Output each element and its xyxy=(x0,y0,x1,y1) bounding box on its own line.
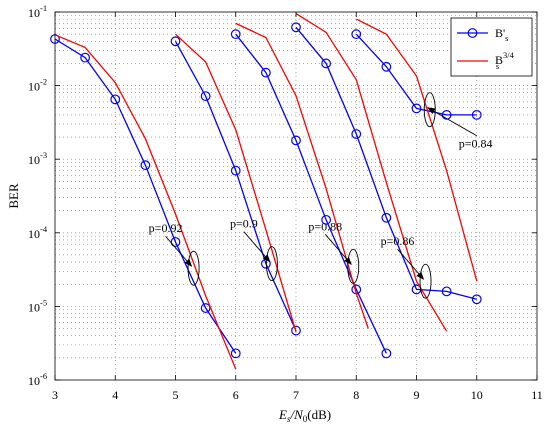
grid xyxy=(55,12,537,380)
data-point-marker xyxy=(140,160,151,171)
annotation-arrow xyxy=(324,234,352,266)
series-line-red xyxy=(356,18,478,282)
data-point-marker xyxy=(291,22,301,33)
y-tick-label: 10-6 xyxy=(28,371,47,388)
annotation-ellipse xyxy=(419,263,432,299)
x-tick-label: 5 xyxy=(173,388,179,402)
data-point-marker xyxy=(411,103,422,114)
annotation-label: p=0.84 xyxy=(459,137,493,151)
y-axis-label: BER xyxy=(6,183,21,209)
x-tick-label: 7 xyxy=(293,388,299,402)
annotation-arrow xyxy=(426,107,477,137)
data-point-marker xyxy=(441,109,452,120)
data-point-marker xyxy=(381,61,392,72)
annotation-arrow xyxy=(243,231,271,263)
data-point-marker xyxy=(291,325,301,336)
annotation-label: p=0.88 xyxy=(308,219,342,233)
axis-ticks: 3 4 5 6 7 8 9 10 11 10-1 10-2 10-3 10-4 10-5 10-6 xyxy=(28,3,543,402)
series-line-blue xyxy=(54,38,237,354)
x-axis-label: Es/N0(dB) xyxy=(278,407,331,424)
data-point-marker xyxy=(170,237,181,247)
annotation-ellipse xyxy=(265,246,278,282)
annotation-layer: p=0.92 p=0.9 p=0.88 p=0.86 p=0.84 xyxy=(149,92,493,299)
x-tick-label: 3 xyxy=(52,388,58,402)
data-point-marker xyxy=(291,135,301,146)
series-line-blue xyxy=(174,40,297,331)
data-point-marker xyxy=(351,29,362,40)
legend-marker-bs-prime xyxy=(467,28,478,38)
data-point-marker xyxy=(321,214,332,225)
x-tick-label: 8 xyxy=(353,388,359,402)
data-point-marker xyxy=(200,303,211,313)
data-point-marker xyxy=(230,348,241,359)
series-line-blue xyxy=(235,33,387,354)
annotation-label: p=0.86 xyxy=(381,234,415,248)
data-point-marker xyxy=(80,52,91,63)
y-tick-label: 10-4 xyxy=(28,224,48,241)
series-line-red xyxy=(175,33,297,333)
x-tick-label: 4 xyxy=(112,388,118,402)
x-tick-label: 11 xyxy=(531,388,543,402)
data-point-marker xyxy=(321,58,332,69)
data-point-marker xyxy=(351,129,362,139)
data-point-marker xyxy=(471,294,482,305)
legend-box xyxy=(450,17,533,77)
y-tick-label: 10-2 xyxy=(28,77,47,94)
legend: B's B3/4 s xyxy=(450,17,533,77)
data-point-marker xyxy=(230,29,241,40)
annotation-label: p=0.9 xyxy=(230,217,258,231)
series-layer xyxy=(50,13,482,370)
legend-label-bs-34: B3/4 s xyxy=(495,50,515,71)
data-point-marker xyxy=(110,94,121,105)
series-line-blue xyxy=(355,33,477,116)
annotation-arrow xyxy=(397,248,425,280)
annotation-label: p=0.92 xyxy=(149,221,183,235)
data-point-marker xyxy=(230,165,241,176)
data-point-marker xyxy=(471,109,482,120)
data-point-marker xyxy=(170,36,181,47)
y-tick-label: 10-5 xyxy=(28,297,47,314)
series-line-red xyxy=(54,34,237,370)
x-tick-label: 9 xyxy=(414,388,420,402)
data-point-marker xyxy=(381,348,392,359)
data-point-marker xyxy=(441,286,452,297)
series-line-red xyxy=(295,13,448,332)
data-point-marker xyxy=(200,91,211,102)
x-tick-label: 10 xyxy=(471,388,483,402)
legend-label-bs-prime: B's xyxy=(495,26,508,43)
annotation-ellipse xyxy=(187,250,200,286)
data-point-marker xyxy=(260,67,271,78)
series-line-red xyxy=(235,22,369,329)
y-tick-label: 10-3 xyxy=(28,150,47,167)
y-tick-label: 10-1 xyxy=(28,3,47,20)
annotation-ellipse xyxy=(347,248,360,284)
series-line-blue xyxy=(295,26,477,300)
x-tick-label: 6 xyxy=(233,388,239,402)
annotation-arrow xyxy=(165,235,193,267)
data-point-marker xyxy=(381,212,392,223)
